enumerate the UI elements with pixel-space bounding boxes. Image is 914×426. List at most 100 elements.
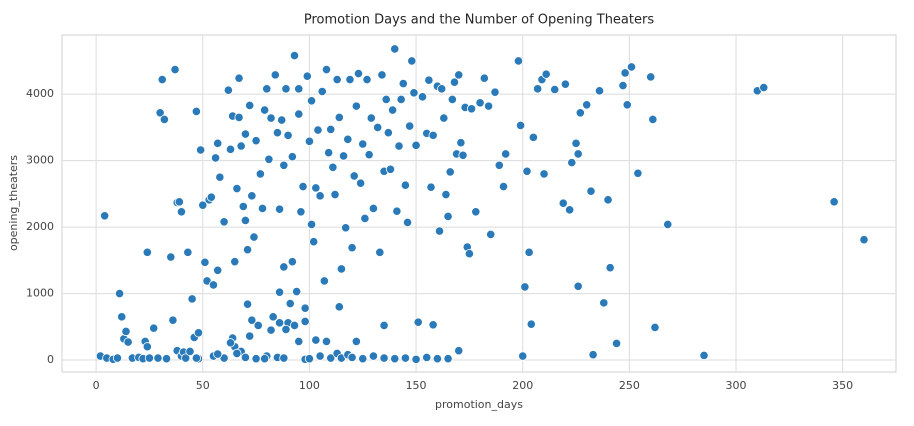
point: [341, 223, 351, 233]
point: [191, 353, 201, 363]
point: [321, 64, 332, 75]
point: [277, 115, 287, 125]
x-tick-label: 0: [93, 379, 100, 392]
point: [253, 320, 263, 331]
point: [479, 73, 489, 83]
y-tick-label: 3000: [26, 154, 54, 167]
point: [351, 101, 361, 111]
point: [296, 207, 306, 217]
point: [383, 128, 393, 138]
point: [242, 299, 253, 309]
points: [95, 44, 869, 364]
point: [646, 72, 656, 82]
point: [245, 331, 255, 341]
point: [170, 64, 180, 75]
point: [161, 354, 172, 364]
point: [603, 195, 613, 205]
point: [565, 205, 575, 215]
point: [390, 354, 400, 364]
point: [447, 94, 457, 105]
point: [347, 352, 357, 362]
point: [242, 245, 253, 255]
point: [605, 263, 615, 273]
point: [392, 206, 402, 216]
point: [759, 82, 769, 93]
point: [121, 326, 131, 337]
point: [279, 262, 289, 272]
x-tick-label: 50: [196, 379, 210, 392]
point: [223, 85, 233, 95]
point: [332, 74, 342, 85]
point: [338, 151, 349, 161]
point: [315, 191, 325, 201]
point: [149, 323, 159, 333]
y-tick-label: 2000: [26, 220, 54, 233]
point: [528, 132, 538, 142]
point: [599, 298, 609, 308]
point: [515, 120, 526, 130]
point: [567, 158, 577, 168]
point: [251, 136, 261, 146]
point: [274, 318, 285, 328]
point: [483, 101, 494, 111]
point: [240, 129, 251, 139]
point: [377, 70, 387, 80]
point: [475, 98, 485, 108]
point: [302, 71, 312, 81]
point: [117, 312, 127, 322]
point: [213, 349, 223, 359]
point: [225, 338, 236, 348]
point: [573, 149, 583, 159]
x-tick-label: 300: [726, 379, 747, 392]
point: [328, 162, 338, 172]
point: [494, 160, 504, 170]
point: [396, 94, 406, 105]
point: [176, 207, 187, 217]
chart-title: Promotion Days and the Number of Opening…: [304, 13, 654, 28]
point: [586, 186, 596, 196]
point: [437, 84, 447, 94]
point: [183, 247, 193, 257]
point: [168, 315, 178, 325]
point: [294, 336, 304, 347]
point: [458, 150, 468, 160]
point: [409, 88, 419, 98]
point: [620, 68, 630, 78]
point: [260, 354, 270, 364]
point: [388, 105, 398, 115]
point: [573, 281, 583, 291]
point: [518, 351, 528, 361]
point: [285, 298, 295, 309]
point: [306, 219, 317, 230]
point: [330, 189, 340, 200]
point: [281, 84, 291, 94]
point: [424, 75, 434, 85]
point: [464, 249, 475, 259]
point: [400, 180, 411, 190]
point: [236, 141, 246, 151]
point: [439, 113, 449, 123]
point: [251, 354, 261, 364]
point: [375, 247, 385, 257]
point: [829, 197, 839, 207]
point: [594, 86, 605, 96]
point: [699, 350, 709, 360]
point: [588, 350, 598, 360]
point: [142, 247, 152, 257]
point: [304, 136, 315, 146]
point: [208, 280, 219, 290]
point: [114, 288, 125, 299]
point: [193, 328, 204, 338]
plot-area: [61, 34, 897, 373]
point: [281, 324, 291, 335]
point: [522, 166, 532, 176]
point: [407, 56, 417, 66]
point: [289, 51, 300, 61]
point: [441, 189, 451, 200]
point: [368, 203, 379, 214]
point: [326, 353, 336, 363]
point: [426, 182, 436, 192]
point: [650, 322, 660, 333]
y-tick-label: 1000: [26, 287, 54, 300]
